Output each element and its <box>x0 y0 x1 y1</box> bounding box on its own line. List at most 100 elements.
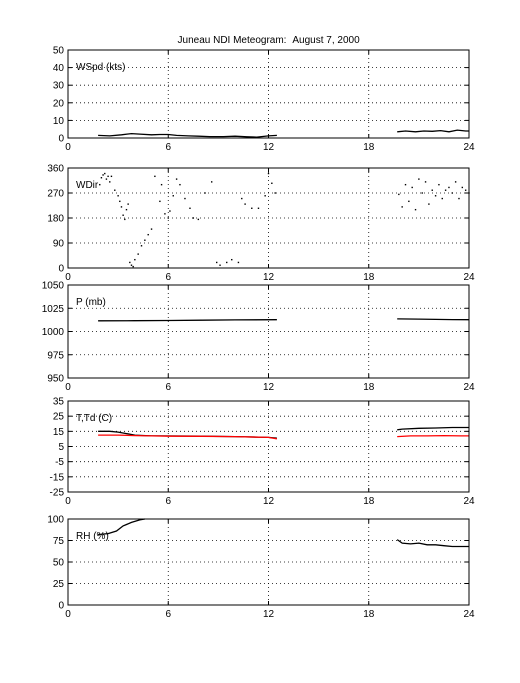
x-tick-label: 0 <box>65 496 71 507</box>
y-tick-label: 950 <box>47 374 64 385</box>
data-point <box>197 218 200 221</box>
data-point <box>244 203 246 205</box>
y-tick-label: -25 <box>50 488 65 499</box>
data-point <box>431 189 433 191</box>
data-point <box>226 261 228 264</box>
y-tick-label: 360 <box>47 164 64 175</box>
data-point <box>104 172 106 175</box>
data-point <box>184 197 186 200</box>
data-point <box>271 182 273 184</box>
y-tick-label: 0 <box>58 134 64 145</box>
y-tick-label: 180 <box>47 214 64 225</box>
x-tick-label: 18 <box>363 382 375 393</box>
x-tick-label: 24 <box>463 272 475 283</box>
data-point <box>160 183 163 186</box>
panel-rh: 0 6 12 18 24 0 25 50 75 100 RH (%) <box>47 515 475 621</box>
y-tick-label: 25 <box>53 579 65 590</box>
panel-label: WSpd (kts) <box>76 62 125 73</box>
y-tick-label: 1025 <box>42 304 65 315</box>
x-tick-label: 12 <box>263 609 275 620</box>
series-line-0 <box>397 129 469 133</box>
panel-label: T,Td (C) <box>76 413 112 424</box>
series-line-0 <box>397 318 470 321</box>
data-point <box>257 207 260 209</box>
x-tick-label: 6 <box>165 382 171 393</box>
x-tick-label: 18 <box>363 496 375 507</box>
data-point <box>167 217 169 219</box>
y-tick-label: 975 <box>47 350 64 361</box>
x-tick-label: 18 <box>363 272 375 283</box>
y-tick-label: 270 <box>47 189 64 200</box>
data-point <box>119 200 121 203</box>
panel-label: WDir <box>76 180 99 191</box>
data-point <box>458 197 460 200</box>
data-point <box>401 206 403 208</box>
y-tick-label: 1000 <box>42 327 65 338</box>
data-point <box>428 203 430 205</box>
data-point <box>144 239 146 241</box>
data-point <box>441 197 443 200</box>
data-point <box>264 195 266 197</box>
x-tick-label: 6 <box>165 609 171 620</box>
x-tick-label: 0 <box>65 142 71 153</box>
y-tick-label: 75 <box>53 536 65 547</box>
x-tick-label: 12 <box>263 382 275 393</box>
data-point <box>398 193 400 196</box>
data-point <box>132 265 134 268</box>
data-point <box>434 195 437 197</box>
data-point <box>461 186 464 189</box>
data-point <box>424 181 427 183</box>
data-point <box>140 245 143 247</box>
x-tick-label: 12 <box>263 142 275 153</box>
data-point <box>125 208 128 211</box>
data-point <box>448 186 450 189</box>
x-tick-label: 24 <box>463 496 475 507</box>
data-point <box>117 195 119 197</box>
data-point <box>169 210 171 212</box>
y-tick-label: 10 <box>53 116 65 127</box>
data-point <box>134 258 136 261</box>
x-tick-label: 0 <box>65 382 71 393</box>
x-tick-label: 12 <box>263 272 275 283</box>
data-point <box>129 261 131 264</box>
panel-label: RH (%) <box>76 531 109 542</box>
data-point <box>444 189 447 191</box>
y-tick-label: -5 <box>55 457 64 468</box>
y-tick-label: 100 <box>47 515 64 526</box>
data-point <box>219 264 221 266</box>
data-point <box>154 175 156 178</box>
series-line-1 <box>397 434 469 438</box>
y-tick-label: 35 <box>53 397 65 408</box>
data-point <box>421 192 423 194</box>
data-point <box>464 189 467 191</box>
y-tick-label: 1050 <box>42 281 65 292</box>
data-point <box>404 183 407 186</box>
data-point <box>267 172 270 175</box>
y-tick-label: 30 <box>53 81 65 92</box>
data-point <box>454 181 457 183</box>
data-point <box>204 192 206 194</box>
y-tick-label: 25 <box>53 412 65 423</box>
data-point <box>122 214 124 216</box>
data-point <box>164 213 166 215</box>
panel-temp-dewpoint: 0 6 12 18 24 -25 -15 -5 5 15 25 35 T,Td (C) <box>50 397 475 508</box>
x-tick-label: 18 <box>363 609 375 620</box>
panel-pressure: 0 6 12 18 24 950 975 1000 1025 1050 P (mb) <box>42 281 475 394</box>
series-line-0 <box>98 132 277 138</box>
data-point <box>102 174 104 176</box>
panel-label: P (mb) <box>76 297 106 308</box>
y-tick-label: 15 <box>53 427 65 438</box>
data-point <box>408 200 410 203</box>
data-point <box>237 261 240 264</box>
data-point <box>114 189 116 191</box>
data-point <box>175 178 178 180</box>
data-point <box>418 178 420 180</box>
x-tick-label: 24 <box>463 609 475 620</box>
data-point <box>99 183 101 186</box>
series-line-1 <box>98 434 278 440</box>
panel-wspd: 0 6 12 18 24 0 10 20 30 40 50 WSpd (kts) <box>53 46 475 154</box>
data-point <box>127 203 129 205</box>
data-point <box>179 183 181 186</box>
